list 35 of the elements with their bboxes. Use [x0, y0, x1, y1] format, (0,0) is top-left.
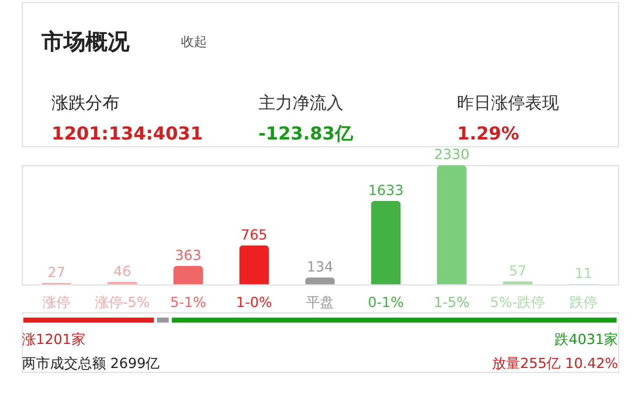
x-tick-label: 平盘 [306, 295, 334, 312]
bar [436, 165, 467, 284]
x-tick-label: 跌停 [570, 295, 598, 312]
text: 涨1201家 [22, 332, 86, 348]
x-tick-label: 1-5% [434, 295, 470, 312]
text: 放量255亿 10.42% [492, 356, 618, 372]
data-label: 2330 [434, 147, 470, 164]
text: 两市成交总额 2699亿 [22, 356, 160, 372]
x-tick-label: 0-1% [368, 295, 404, 312]
text: 跌4031家 [554, 332, 618, 348]
data-label: 46 [113, 264, 132, 280]
x-tick-label: 涨停 [42, 295, 70, 312]
text: 昨日涨停表现 [457, 92, 560, 112]
data-label: 134 [306, 260, 334, 276]
text: 收起 [180, 34, 207, 50]
data-label: 1633 [368, 182, 404, 199]
x-tick-label: 5-1% [170, 295, 206, 312]
text: 主力净流入 [258, 92, 344, 112]
data-label: 11 [574, 266, 592, 282]
text: 涨跌分布 [52, 92, 120, 112]
x-tick-label: 5%-跌停 [490, 295, 546, 312]
bar [305, 278, 335, 284]
data-label: 27 [48, 265, 66, 282]
x-tick-label: 1-0% [236, 295, 272, 312]
data-label: 57 [508, 264, 527, 280]
text: -123.83亿 [258, 123, 354, 144]
data-label: 363 [174, 248, 202, 264]
bar [239, 245, 269, 284]
text: 1201:134:4031 [52, 123, 203, 144]
x-tick-label: 涨停-5% [94, 295, 150, 312]
bar [371, 200, 401, 284]
text: 1.29% [457, 123, 520, 144]
bar [173, 266, 204, 284]
data-label: 765 [240, 227, 268, 244]
chart-title: 市场概况 [40, 28, 131, 55]
